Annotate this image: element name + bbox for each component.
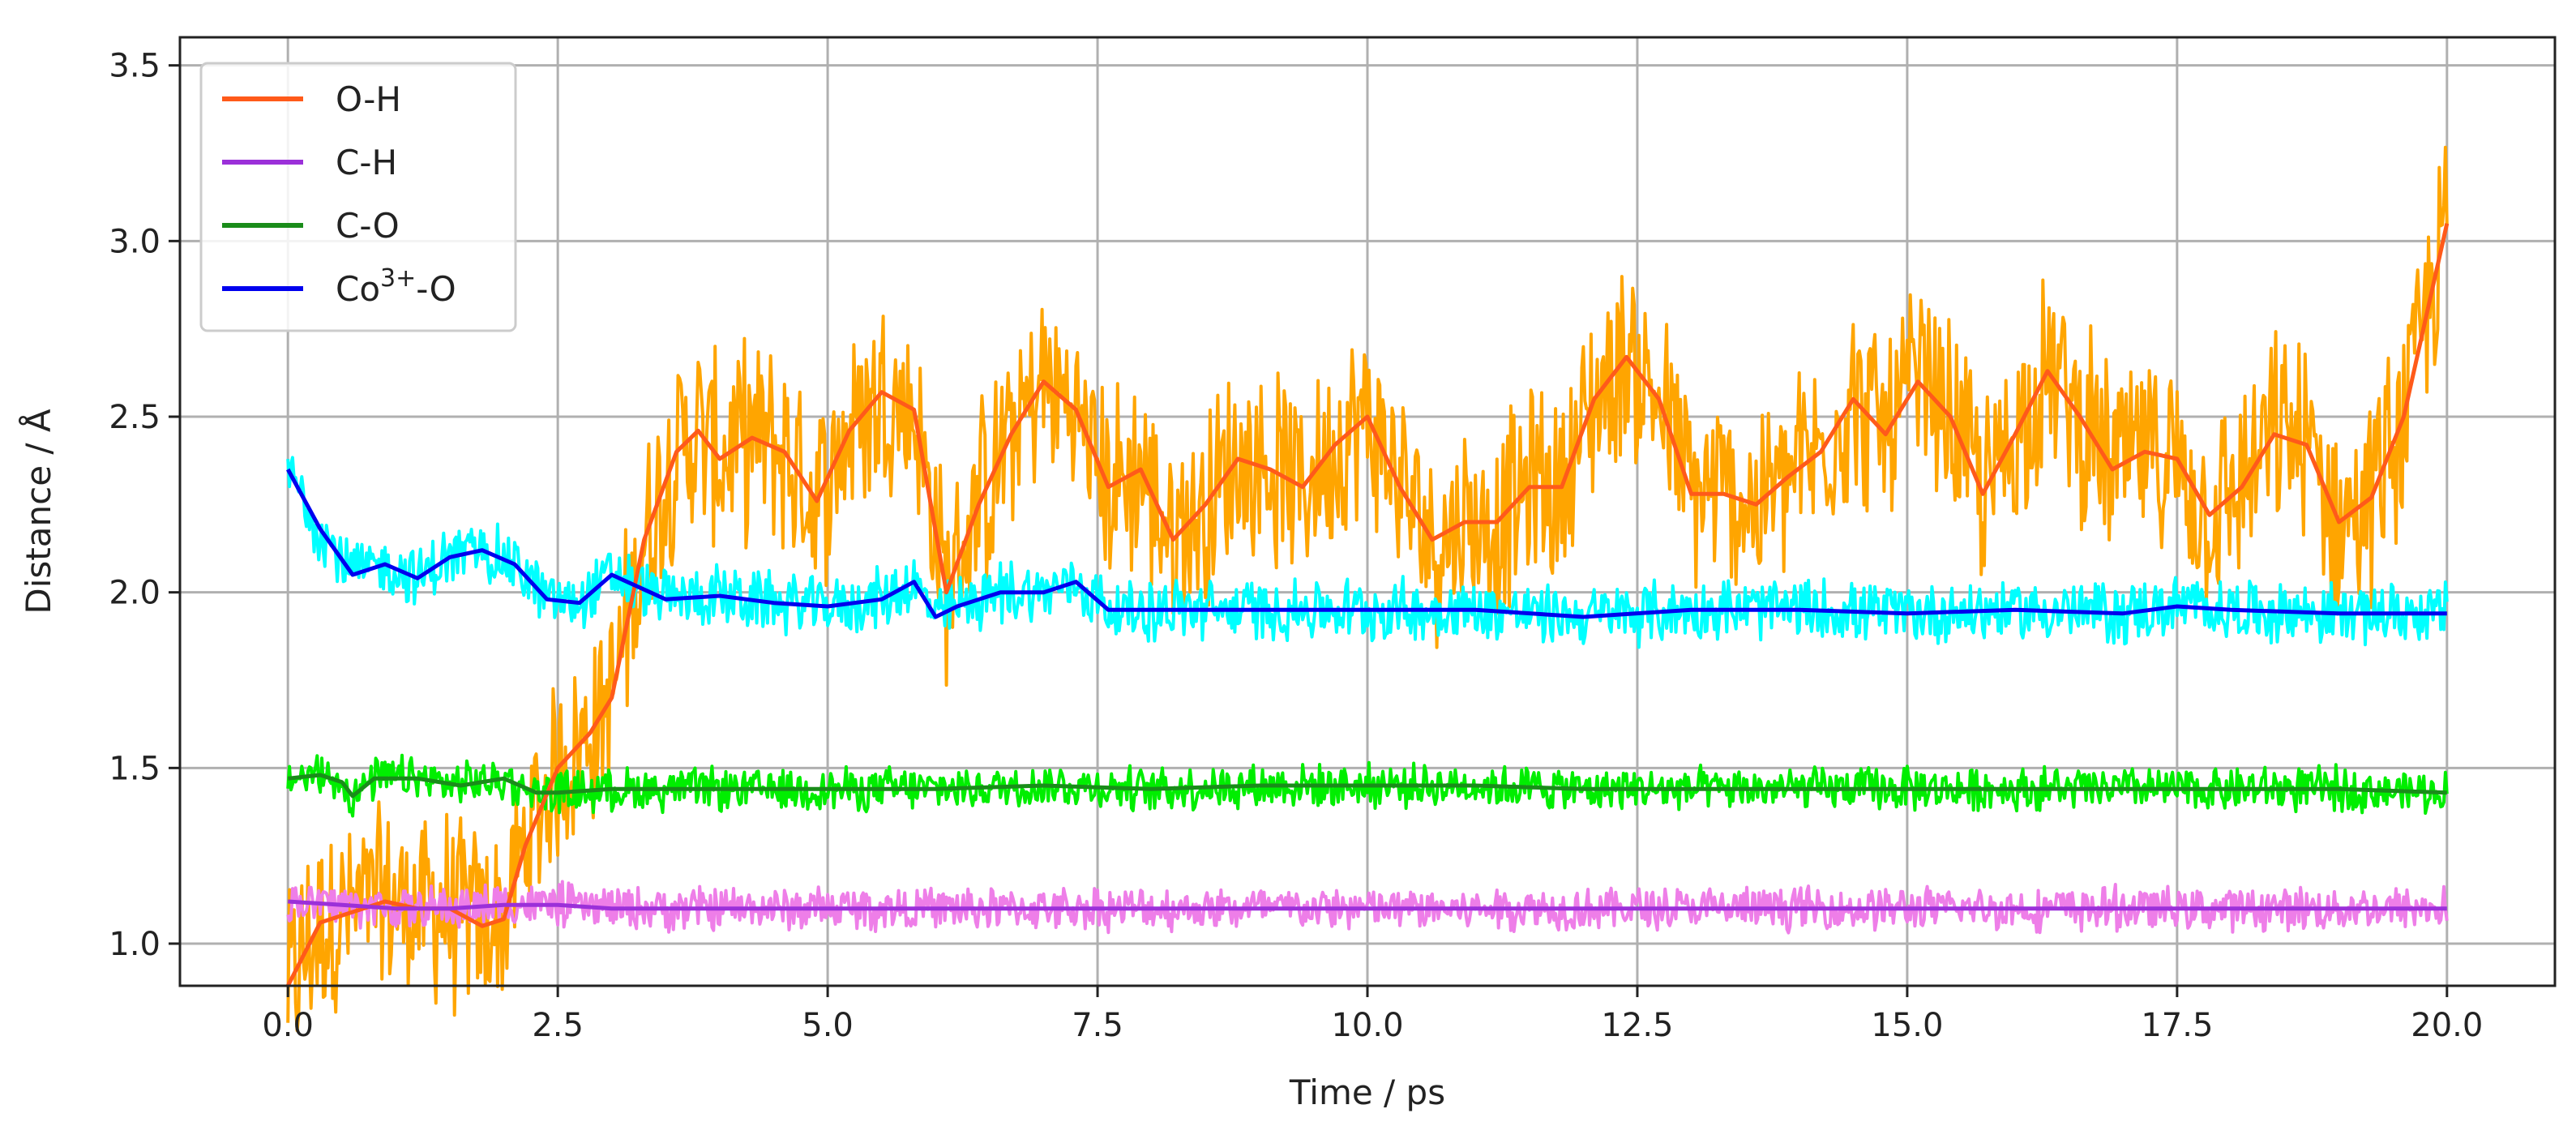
y-tick-label: 3.0 [109,223,160,260]
raw-trace-co3-o [286,456,2449,649]
legend-box [199,62,517,332]
y-axis-ticks: 1.0 1.5 2.0 2.5 3.0 3.5 [109,48,180,963]
y-tick-label: 1.0 [109,926,160,963]
y-tick-label: 1.5 [109,750,160,787]
legend-label-text: O-H [336,79,401,119]
raw-trace-o-h [286,145,2449,1033]
legend-label: Co3+-O [336,264,456,309]
legend-label-superscript: 3+ [380,264,416,293]
x-tick-label: 10.0 [1331,1007,1403,1044]
legend-label-suffix: -O [416,269,456,309]
legend-label: O-H [336,79,401,119]
y-tick-label: 2.0 [109,575,160,612]
legend-label-text: C-H [336,143,397,182]
average-line-o-h [285,223,2450,987]
average-line-c-h [288,899,2447,911]
legend-label-text: C-O [336,206,400,246]
y-axis-label: Distance / Å [18,409,58,614]
x-tick-label: 5.0 [802,1007,854,1044]
x-tick-label: 0.0 [262,1007,314,1044]
average-series-group [285,223,2450,987]
x-tick-label: 20.0 [2411,1007,2483,1044]
average-line-c-o [287,773,2447,799]
legend-label: C-O [336,206,400,246]
x-tick-label: 7.5 [1072,1007,1123,1044]
raw-trace-c-o [286,753,2449,818]
y-tick-label: 3.5 [109,48,160,85]
legend-label-text: Co [336,269,380,309]
legend: O-H C-H C-O Co3+-O [199,62,517,332]
y-tick-label: 2.5 [109,399,160,436]
x-tick-label: 17.5 [2141,1007,2213,1044]
legend-label: C-H [336,143,397,182]
x-tick-label: 2.5 [532,1007,584,1044]
average-line-co3-o [286,468,2447,619]
x-tick-label: 12.5 [1601,1007,1673,1044]
x-axis-label: Time / ps [1289,1073,1445,1112]
x-axis-ticks: 0.0 2.5 5.0 7.5 10.0 12.5 15.0 17.5 20.0 [262,986,2483,1044]
x-tick-label: 15.0 [1871,1007,1943,1044]
